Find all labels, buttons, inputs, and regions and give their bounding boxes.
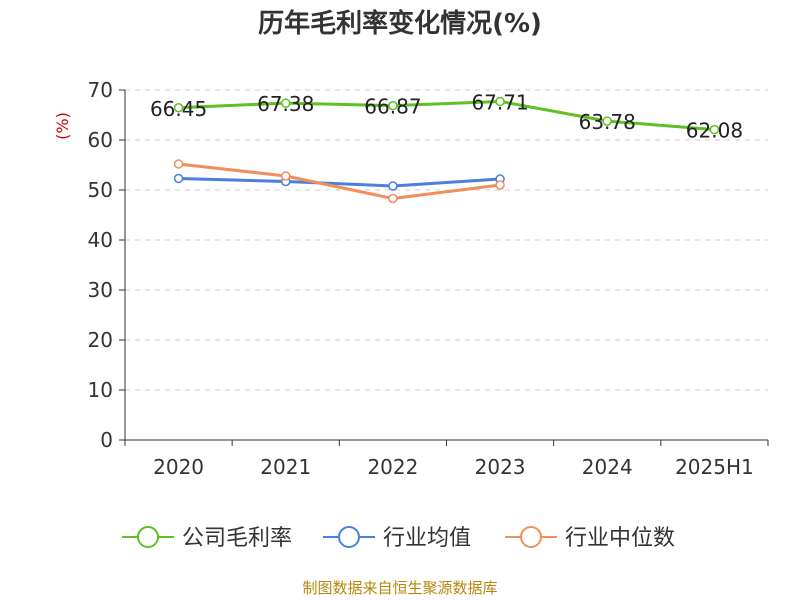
data-label: 66.87 <box>364 95 421 119</box>
legend-marker <box>338 526 360 548</box>
data-point <box>173 159 184 169</box>
data-label: 63.78 <box>579 110 636 134</box>
data-point <box>173 103 184 113</box>
chart-title: 历年毛利率变化情况(%) <box>258 8 542 39</box>
x-tick-label: 2022 <box>367 455 418 479</box>
series-line <box>178 99 715 132</box>
y-tick-label: 20 <box>88 328 113 352</box>
y-tick-label: 0 <box>100 428 113 452</box>
x-tick-label: 2020 <box>153 455 204 479</box>
data-label: 67.38 <box>257 92 314 116</box>
legend-item[interactable]: 行业均值 <box>323 526 471 551</box>
legend-item[interactable]: 行业中位数 <box>505 526 675 551</box>
data-point <box>709 124 720 135</box>
data-point <box>388 181 398 191</box>
grid-lines <box>125 89 768 391</box>
data-point <box>388 100 398 111</box>
legend-item[interactable]: 公司毛利率 <box>122 526 292 551</box>
series-line <box>178 162 501 200</box>
series-group: 66.45 67.38 66.87 67.71 63.78 62.08 <box>150 90 743 204</box>
x-tick-label: 2025H1 <box>675 455 754 479</box>
data-point <box>281 171 291 181</box>
axes: 0 10 20 30 40 50 60 70 2020 2021 2022 2023 2024 2025H… <box>88 78 769 479</box>
data-source-note: 制图数据来自恒生聚源数据库 <box>302 579 497 597</box>
data-point <box>173 173 184 184</box>
y-tick-label: 10 <box>88 378 113 402</box>
x-tick-label: 2024 <box>582 455 633 479</box>
y-tick-label: 30 <box>88 278 113 302</box>
data-point <box>602 116 612 126</box>
series-0: 66.45 67.38 66.87 67.71 63.78 62.08 <box>150 90 743 142</box>
data-point <box>281 98 291 108</box>
y-tick-label: 60 <box>88 128 113 152</box>
data-label: 62.08 <box>686 119 743 143</box>
legend[interactable]: 公司毛利率 行业均值 行业中位数 <box>122 526 675 551</box>
data-point <box>495 96 505 107</box>
legend-label: 行业中位数 <box>565 526 675 551</box>
data-point <box>388 193 398 204</box>
y-axis-label: (%) <box>53 112 72 140</box>
data-point <box>495 180 505 190</box>
data-label: 67.71 <box>471 90 528 114</box>
y-tick-label: 50 <box>88 178 113 202</box>
legend-marker <box>520 526 542 548</box>
legend-label: 行业均值 <box>383 526 471 551</box>
legend-label: 公司毛利率 <box>182 526 292 551</box>
data-label: 66.45 <box>150 97 207 121</box>
x-tick-label: 2023 <box>475 455 526 479</box>
series-2 <box>173 159 505 204</box>
series-line <box>178 177 501 188</box>
x-tick-label: 2021 <box>260 455 311 479</box>
legend-marker <box>137 526 159 548</box>
y-tick-label: 40 <box>88 228 113 252</box>
y-tick-label: 70 <box>88 78 113 102</box>
